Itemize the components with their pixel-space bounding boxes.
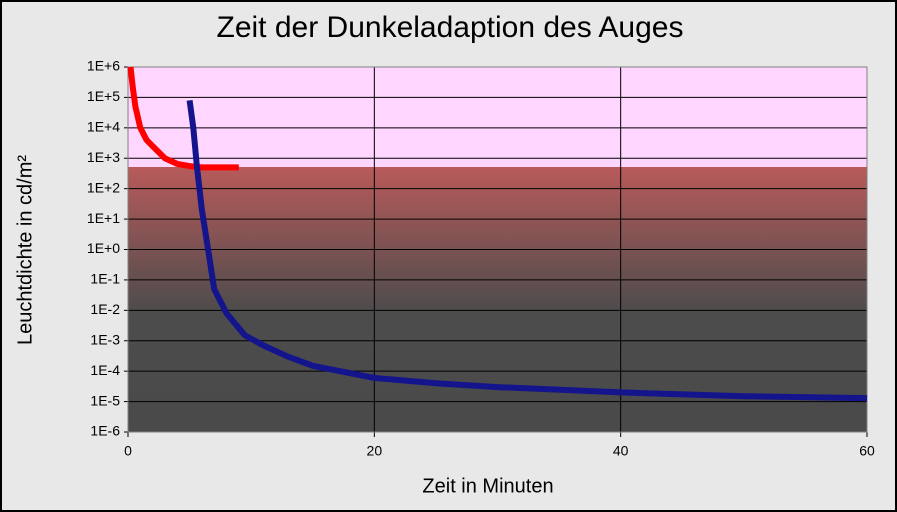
- y-tick-label: 1E+2: [87, 179, 120, 195]
- x-tick-label: 60: [859, 443, 875, 459]
- y-tick-label: 1E+4: [87, 119, 120, 135]
- data-line: [186, 99, 868, 402]
- y-tick-label: 1E-3: [90, 331, 120, 347]
- y-tick-label: 1E-1: [90, 271, 120, 287]
- y-tick-label: 1E-4: [90, 362, 120, 378]
- y-tick-label: 1E-2: [90, 301, 120, 317]
- dark-zone: [128, 167, 867, 432]
- x-tick-label: 40: [613, 443, 629, 459]
- x-tick-label: 20: [367, 443, 383, 459]
- y-tick-label: 1E+1: [87, 210, 120, 226]
- chart-title: Zeit der Dunkeladaption des Auges: [217, 11, 684, 44]
- y-tick-label: 1E+5: [87, 88, 120, 104]
- y-tick-label: 1E+6: [87, 58, 120, 74]
- y-tick-label: 1E+3: [87, 149, 120, 165]
- plot-border: [127, 66, 868, 433]
- y-tick-label: 1E-6: [90, 423, 120, 439]
- y-axis-label: Leuchtdichte in cd/m²: [14, 155, 36, 345]
- data-line: [127, 66, 239, 171]
- x-axis-label: Zeit in Minuten: [422, 475, 553, 497]
- bright-zone: [128, 67, 867, 167]
- y-tick-label: 1E+0: [87, 240, 120, 256]
- y-tick-label: 1E-5: [90, 392, 120, 408]
- x-tick-label: 0: [124, 443, 132, 459]
